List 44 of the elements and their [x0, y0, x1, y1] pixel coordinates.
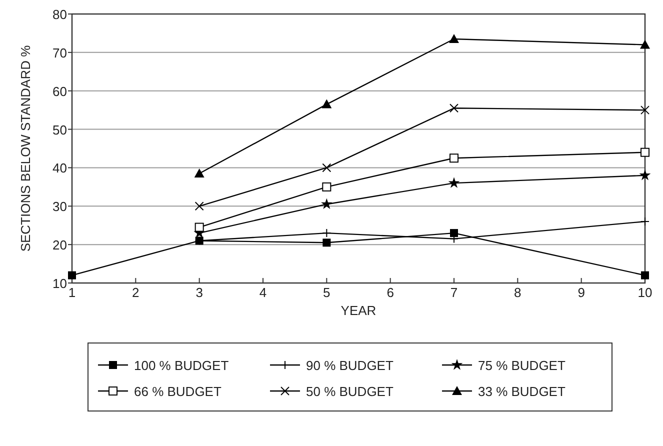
point	[194, 222, 204, 232]
point	[449, 34, 459, 43]
x-tick-label: 10	[638, 285, 652, 300]
y-tick-label: 30	[52, 199, 67, 214]
point	[450, 104, 458, 113]
y-tick-label: 80	[52, 7, 67, 22]
point	[450, 154, 458, 163]
point	[639, 169, 651, 180]
point	[640, 106, 650, 115]
x-tick-label: 1	[68, 285, 76, 300]
x-tick-label: 5	[323, 285, 330, 300]
point	[641, 271, 649, 280]
point	[194, 168, 204, 178]
x-axis-title: YEAR	[340, 303, 376, 318]
x-tick-label: 8	[514, 285, 522, 300]
x-tick-label: 2	[132, 285, 140, 300]
y-tick-label: 60	[52, 84, 67, 99]
x-tick-label: 6	[386, 285, 394, 300]
legend-label: 100 % BUDGET	[134, 358, 229, 373]
point	[320, 198, 332, 210]
point	[68, 271, 76, 280]
point	[448, 177, 460, 188]
legend-label: 33 % BUDGET	[478, 384, 566, 399]
point	[322, 238, 331, 247]
point	[450, 229, 458, 238]
legend-label: 90 % BUDGET	[306, 358, 394, 373]
legend-label: 75 % BUDGET	[478, 358, 566, 373]
y-tick-label: 70	[52, 45, 67, 60]
x-tick-label: 3	[196, 285, 203, 300]
point	[322, 182, 332, 192]
x-tick-label: 9	[578, 285, 585, 300]
point	[640, 40, 650, 49]
y-tick-label: 40	[52, 160, 67, 176]
y-tick-label: 20	[52, 238, 67, 253]
legend-label: 50 % BUDGET	[306, 384, 394, 399]
x-tick-label: 7	[450, 285, 458, 300]
y-axis-title: SECTIONS BELOW STANDARD %	[18, 44, 33, 252]
point	[194, 202, 204, 211]
point	[640, 148, 650, 157]
y-tick-label: 50	[52, 122, 67, 138]
legend-label: 66 % BUDGET	[134, 384, 222, 399]
point	[322, 163, 332, 172]
point	[322, 99, 332, 108]
x-tick-label: 4	[259, 285, 267, 300]
